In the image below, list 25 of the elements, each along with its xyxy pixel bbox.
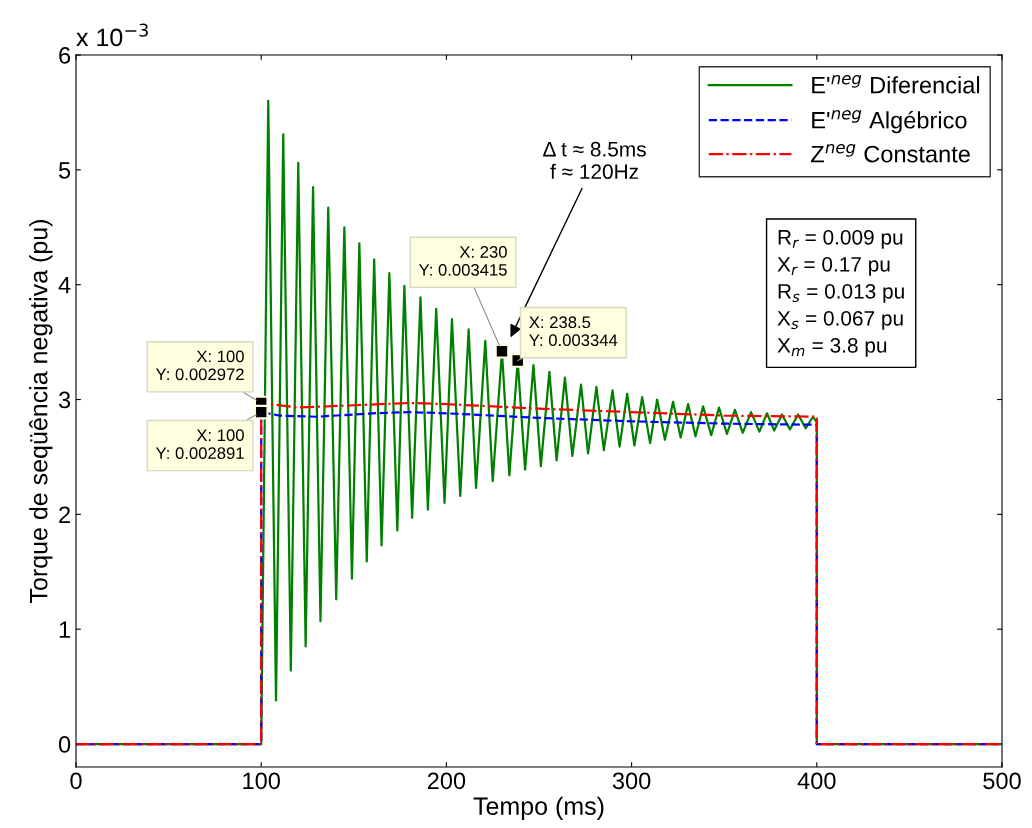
- text: R$_{r}$ = 0.009 pu X$_{r}$ = 0.17 pu R$_{s}$ = 0.013 pu X$_{s}$ = 0.067 pu X$_{m}$ = 3.8 pu: [777, 229, 904, 357]
- y-axis-title: Torque de seqüência negativa (pu): [29, 220, 53, 603]
- y-tick-label: 0: [58, 736, 71, 753]
- legend-label: E'$^{neg}$ Diferencial: [812, 74, 980, 94]
- text: x 10$^{−3}$: [76, 23, 148, 47]
- y-tick-label: 2: [59, 506, 70, 523]
- x-tick-label: 400: [797, 772, 836, 790]
- annotation: X: 100 Y: 0.002972: [155, 350, 244, 381]
- x-tick-label: 200: [427, 772, 466, 790]
- x-axis-title: Tempo (ms): [473, 796, 604, 820]
- y-tick-label: 5: [58, 162, 71, 179]
- x-tick-label: 500: [983, 772, 1021, 790]
- x-tick-label: 100: [243, 772, 280, 790]
- y-tick-label: 3: [58, 391, 71, 409]
- legend-label: Z$^{neg}$ Constante: [811, 143, 970, 163]
- annotation: X: 100 Y: 0.002891: [155, 429, 244, 460]
- annotation: X: 230 Y: 0.003415: [418, 246, 507, 276]
- legend-label: E'$^{neg}$ Algébrico: [812, 110, 967, 134]
- annotation: Δ t ≈ 8.5ms f ≈ 120Hz: [543, 141, 646, 180]
- y-tick-label: 1: [59, 621, 70, 638]
- y-tick-label: 4: [58, 276, 71, 294]
- y-tick-label: 6: [59, 47, 71, 64]
- x-tick-label: 300: [612, 772, 651, 790]
- x-tick-label: 0: [70, 772, 82, 790]
- annotation: X: 238.5 Y: 0.003344: [529, 316, 618, 347]
